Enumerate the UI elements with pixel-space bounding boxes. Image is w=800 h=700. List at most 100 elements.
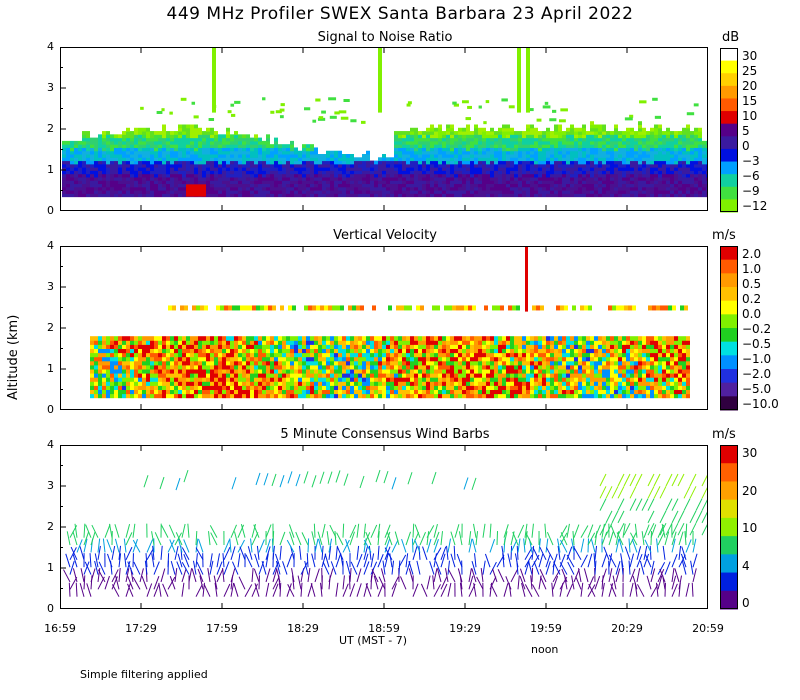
snr-cell: [162, 144, 166, 148]
velocity-cell: [314, 360, 318, 366]
snr-cell: [146, 140, 150, 145]
velocity-cell: [222, 381, 226, 386]
velocity-cell: [434, 360, 438, 366]
velocity-cell: [474, 336, 478, 341]
velocity-cell: [518, 344, 522, 349]
velocity-cell: [494, 336, 498, 341]
snr-cell: [206, 147, 210, 152]
velocity-cell: [550, 369, 554, 374]
snr-cell: [446, 140, 450, 145]
velocity-cell: [306, 356, 310, 362]
velocity-cell: [162, 344, 166, 349]
snr-cell: [158, 154, 162, 158]
snr-cell: [510, 144, 514, 148]
velocity-cell: [270, 381, 274, 386]
snr-cell: [442, 147, 446, 152]
snr-cell: [118, 137, 122, 142]
snr-cell: [686, 127, 690, 132]
snr-cell: [318, 157, 322, 162]
velocity-cell: [238, 377, 242, 382]
velocity-cell: [482, 389, 486, 395]
snr-cell: [142, 176, 146, 181]
snr-cell: [398, 186, 402, 191]
velocity-cell: [398, 393, 402, 399]
velocity-cell: [346, 377, 350, 382]
velocity-cell: [526, 336, 530, 341]
snr-cell: [650, 140, 654, 145]
snr-cell: [574, 167, 578, 171]
snr-cell: [458, 127, 462, 132]
snr-cell: [678, 183, 682, 188]
snr-cell: [318, 183, 322, 188]
velocity-cell: [498, 385, 502, 390]
snr-cell: [186, 140, 190, 145]
velocity-cell: [286, 364, 290, 370]
velocity-cell: [138, 364, 142, 370]
snr-cell: [670, 176, 674, 181]
velocity-cell: [302, 352, 306, 358]
velocity-cell: [394, 393, 398, 399]
snr-cell: [302, 186, 306, 191]
velocity-cell: [366, 360, 370, 366]
velocity-cell: [482, 340, 486, 345]
velocity-cell: [338, 389, 342, 395]
snr-cell: [94, 190, 98, 194]
snr-cell: [218, 173, 222, 178]
snr-cell: [310, 163, 314, 168]
snr-cell: [174, 183, 178, 188]
velocity-cell: [110, 364, 114, 370]
snr-cell: [182, 167, 186, 171]
snr-cell: [326, 157, 330, 162]
snr-cell: [242, 134, 246, 139]
velocity-cell: [466, 364, 470, 370]
velocity-cell: [242, 360, 246, 366]
velocity-cell: [546, 385, 550, 390]
snr-cell: [62, 193, 66, 198]
snr-cell: [110, 150, 114, 155]
snr-cell: [678, 137, 682, 142]
snr-cell: [614, 137, 618, 142]
snr-cell: [674, 160, 678, 165]
snr-cell: [242, 176, 246, 181]
velocity-cell: [306, 389, 310, 395]
snr-cell: [438, 167, 442, 171]
snr-cell: [646, 186, 650, 191]
velocity-cell: [202, 385, 206, 390]
snr-cell: [682, 193, 686, 198]
snr-cell: [226, 144, 230, 148]
snr-cell: [618, 190, 622, 194]
velocity-cell: [214, 373, 218, 378]
snr-cell: [262, 154, 266, 158]
snr-cell: [190, 127, 194, 132]
velocity-cell: [230, 348, 234, 354]
velocity-cell: [294, 352, 298, 358]
snr-cell: [570, 154, 574, 158]
snr-cell: [250, 176, 254, 181]
velocity-cell: [418, 352, 422, 358]
snr-cell: [98, 186, 102, 191]
velocity-cell: [454, 369, 458, 374]
snr-cell: [654, 154, 658, 158]
snr-cell: [578, 144, 582, 148]
snr-cell: [442, 167, 446, 171]
snr-cell: [634, 137, 638, 142]
snr-cell: [174, 134, 178, 139]
snr-cell: [102, 173, 106, 178]
velocity-cell: [182, 356, 186, 362]
snr-cell: [246, 144, 250, 148]
snr-cell: [438, 144, 442, 148]
snr-cell: [666, 140, 670, 145]
snr-cell: [94, 147, 98, 152]
snr-cell: [566, 127, 570, 132]
snr-cell: [698, 154, 702, 158]
snr-cell: [562, 160, 566, 165]
snr-cell: [230, 163, 234, 168]
velocity-cell: [262, 385, 266, 390]
velocity-cell: [386, 340, 390, 345]
snr-cell: [462, 176, 466, 181]
velocity-cell: [354, 340, 358, 345]
velocity-cell: [314, 340, 318, 345]
snr-cell: [478, 150, 482, 155]
snr-cell: [466, 160, 470, 165]
snr-cell: [702, 160, 706, 165]
